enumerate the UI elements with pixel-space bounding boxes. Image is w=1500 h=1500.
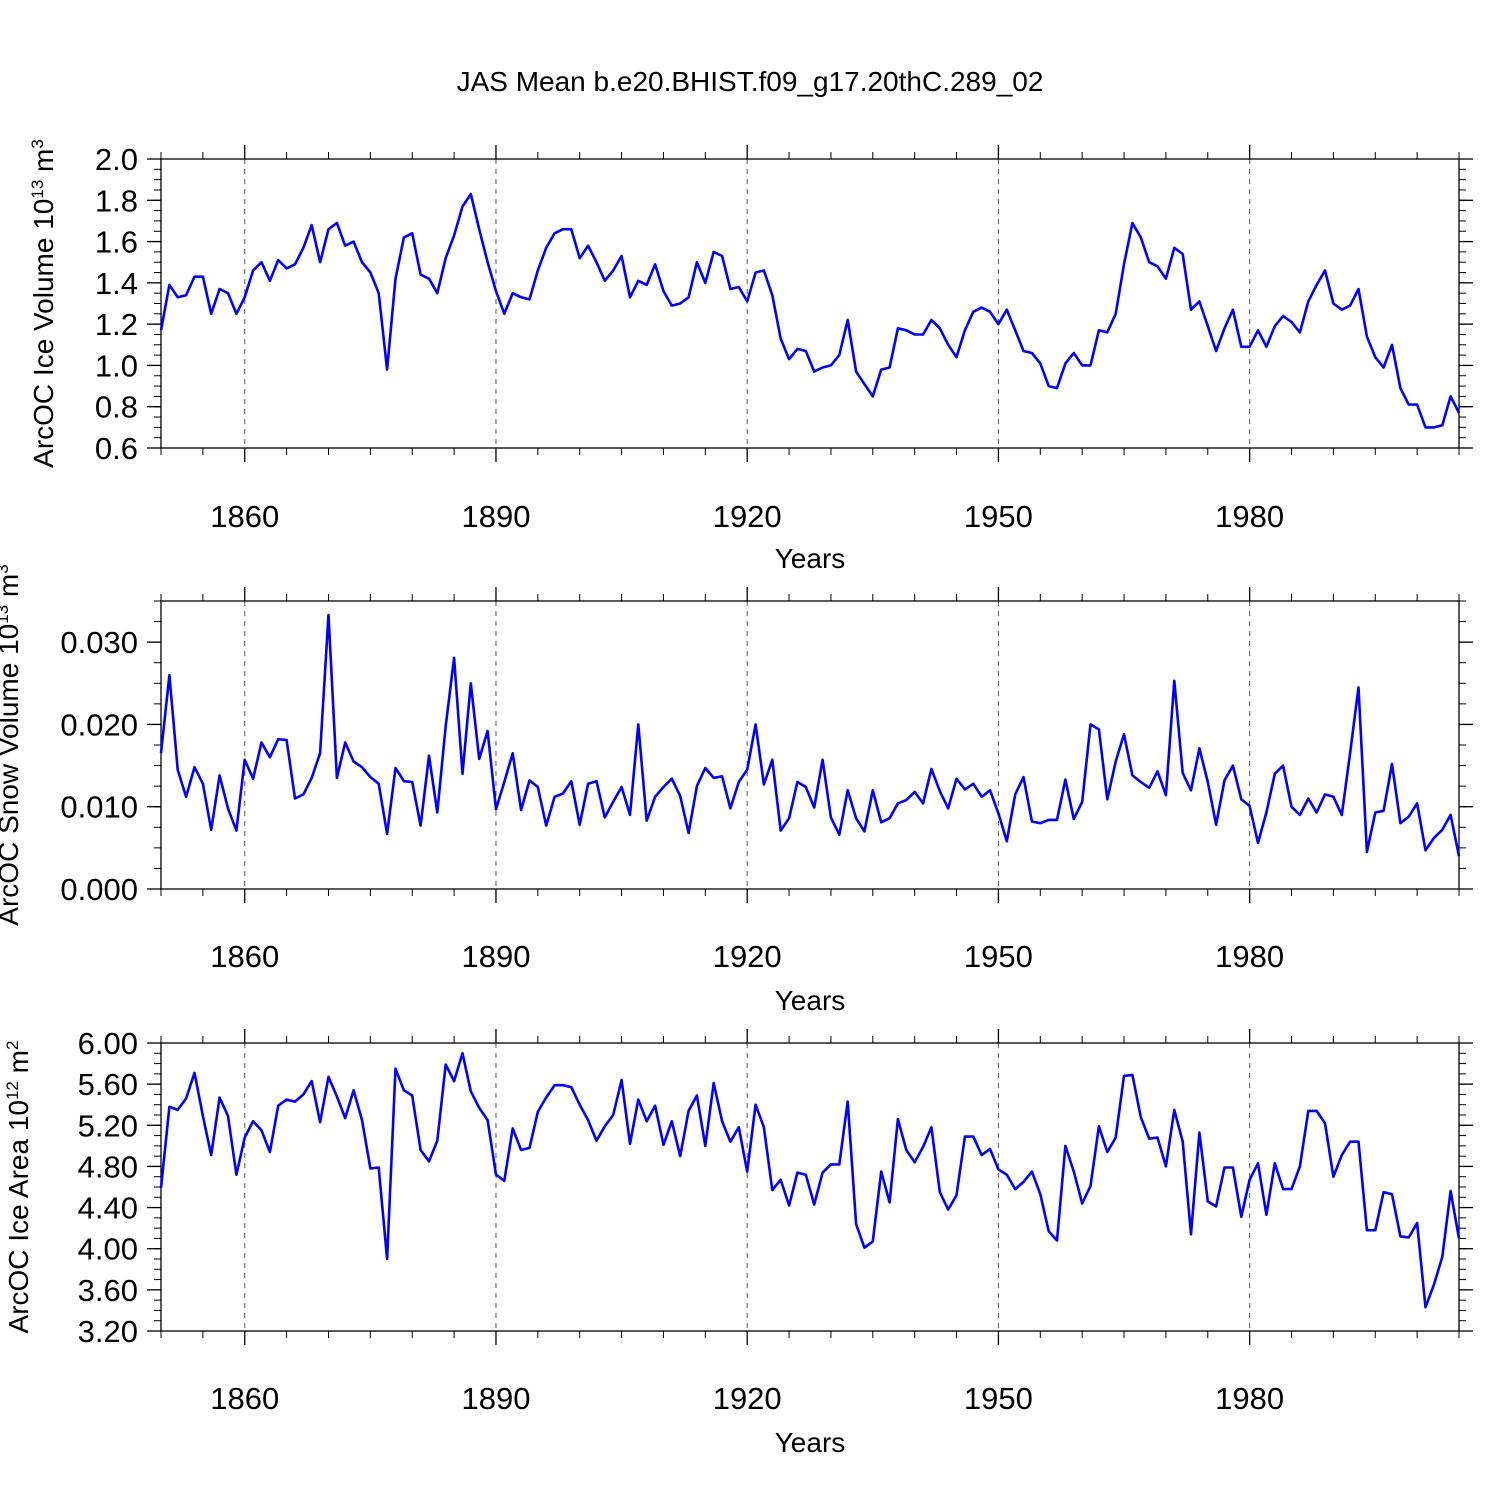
x-tick-label: 1890 <box>461 499 530 534</box>
x-tick-label: 1890 <box>461 939 530 974</box>
y-axis-label-superscript: 13 <box>28 180 47 199</box>
y-tick-label: 3.60 <box>78 1273 138 1308</box>
panel-ice-area: 3.20 3.60 4.00 4.40 4.80 5.20 5.60 6.00 1860 1890… <box>3 1026 1473 1458</box>
x-axis-label: Years <box>775 985 846 1016</box>
panel-snow-volume: 0.000 0.010 0.020 0.030 1860 1890 1920 1950 1980… <box>0 564 1473 1016</box>
x-tick-label: 1980 <box>1215 939 1284 974</box>
x-axis-label: Years <box>775 1427 846 1458</box>
x-tick-label: 1950 <box>964 1381 1033 1416</box>
y-axis-label-part: ArcOC Snow Volume 10 <box>0 624 24 926</box>
x-tick-label: 1860 <box>210 939 279 974</box>
y-tick-label: 4.00 <box>78 1232 138 1267</box>
y-axis-label-superscript: 2 <box>3 1041 22 1050</box>
x-axis-label: Years <box>775 543 846 574</box>
x-tick-label: 1920 <box>713 499 782 534</box>
y-tick-label: 4.80 <box>78 1149 138 1184</box>
x-tick-label: 1950 <box>964 939 1033 974</box>
y-axis-label-superscript: 3 <box>28 139 47 148</box>
y-axis-label-superscript: 3 <box>0 564 12 573</box>
x-tick-label: 1890 <box>461 1381 530 1416</box>
y-axis-label: ArcOC Ice Volume 1013 m3 <box>28 139 59 468</box>
x-tick-label: 1920 <box>713 939 782 974</box>
y-tick-label: 3.20 <box>78 1314 138 1349</box>
y-tick-label: 1.0 <box>95 348 138 383</box>
y-tick-label: 1.8 <box>95 183 138 218</box>
x-tick-label: 1860 <box>210 499 279 534</box>
plot-frame <box>160 600 1460 890</box>
y-axis-label-part: m <box>28 149 59 180</box>
y-tick-label: 5.60 <box>78 1067 138 1102</box>
y-axis-label: ArcOC Snow Volume 1013 m3 <box>0 564 24 925</box>
x-tick-label: 1860 <box>210 1381 279 1416</box>
y-tick-label: 1.2 <box>95 307 138 342</box>
y-axis-label-part: ArcOC Ice Area 10 <box>3 1100 34 1333</box>
y-axis-label-part: ArcOC Ice Volume 10 <box>28 199 59 468</box>
x-tick-label: 1950 <box>964 499 1033 534</box>
y-tick-label: 1.4 <box>95 266 138 301</box>
x-tick-label: 1980 <box>1215 1381 1284 1416</box>
y-tick-label: 0.6 <box>95 431 138 466</box>
y-tick-label: 2.0 <box>95 142 138 177</box>
chart-title: JAS Mean b.e20.BHIST.f09_g17.20thC.289_0… <box>457 66 1044 97</box>
y-axis-label-part: m <box>0 574 24 605</box>
y-tick-label: 5.20 <box>78 1108 138 1143</box>
y-axis-label-superscript: 12 <box>3 1081 22 1100</box>
y-tick-label: 0.030 <box>60 625 138 660</box>
series-line <box>159 613 1461 857</box>
series-line <box>159 1052 1461 1309</box>
y-tick-label: 1.6 <box>95 225 138 260</box>
x-tick-label: 1980 <box>1215 499 1284 534</box>
y-axis-label: ArcOC Ice Area 1012 m2 <box>3 1041 34 1334</box>
series-line <box>159 192 1461 429</box>
panel-ice-volume: 0.6 0.8 1.0 1.2 1.4 1.6 1.8 2.0 1860 1890 1920 1950… <box>28 139 1473 574</box>
plot-frame <box>160 158 1460 449</box>
y-axis-label-part: m <box>3 1050 34 1081</box>
y-tick-label: 6.00 <box>78 1026 138 1061</box>
y-tick-label: 4.40 <box>78 1191 138 1226</box>
y-axis-label-superscript: 13 <box>0 605 12 624</box>
y-tick-label: 0.020 <box>60 707 138 742</box>
y-tick-label: 0.8 <box>95 390 138 425</box>
y-tick-label: 0.000 <box>60 872 138 907</box>
y-tick-label: 0.010 <box>60 790 138 825</box>
x-tick-label: 1920 <box>713 1381 782 1416</box>
